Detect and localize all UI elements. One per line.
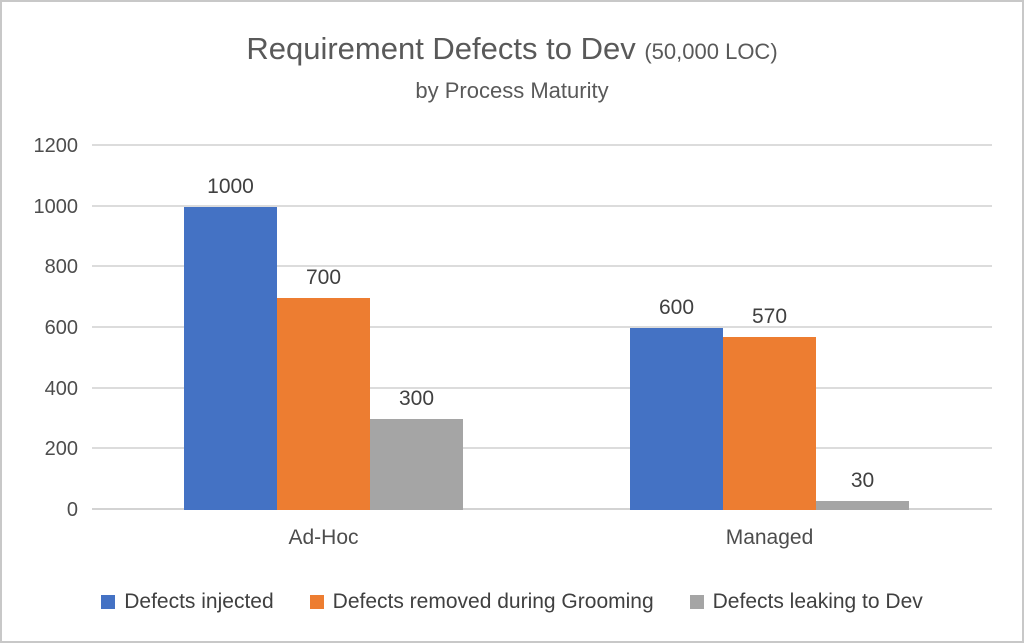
y-axis-tick-label: 1000 [33,195,79,218]
chart-header: Requirement Defects to Dev (50,000 LOC) … [2,30,1022,105]
gridline [92,204,992,207]
x-axis-line [92,508,992,510]
chart-title: Requirement Defects to Dev (50,000 LOC) [2,30,1022,71]
bar-slot: 700 [277,146,370,510]
legend-label: Defects injected [124,590,274,613]
legend-swatch-icon [309,595,324,609]
y-axis-tick-label: 0 [66,499,78,521]
legend-item: Defects injected [101,590,274,614]
y-axis-tick-label: 800 [44,256,78,279]
chart-subtitle: by Process Maturity [415,78,609,103]
y-axis-tick-label: 1200 [33,135,79,157]
bar-slot: 570 [723,146,816,510]
gridline [92,386,992,389]
legend: Defects injected Defects removed during G… [2,590,1022,614]
legend-label: Defects removed during Grooming [332,590,654,613]
gridline [92,447,992,450]
data-label: 600 [658,296,695,319]
bar-group-ad-hoc: 1000 700 300 Ad-Hoc [184,146,463,549]
plot-area: 1000 700 300 Ad-Hoc 600 570 30 Managed [92,144,992,549]
legend-label: Defects leaking to Dev [712,590,923,613]
bar-slot: 1000 [184,146,277,510]
y-axis-tick-label: 400 [44,377,78,400]
bar-slot: 300 [370,146,463,510]
bar [277,297,370,510]
bar-slot: 30 [816,146,909,510]
bar [184,206,277,510]
chart-title-main: Requirement Defects to Dev [246,31,636,66]
bar-slot: 600 [630,146,723,510]
gridline [92,144,992,146]
chart-title-suffix-text: (50,000 LOC) [644,39,778,64]
data-label: 700 [305,265,342,289]
data-label: 570 [751,305,788,329]
legend-item: Defects removed during Grooming [309,590,654,614]
legend-swatch-icon [689,595,704,609]
bar [723,337,816,510]
y-axis-tick-label: 600 [44,317,78,339]
data-label: 30 [850,468,875,492]
gridline [92,265,992,268]
legend-item: Defects leaking to Dev [689,590,923,614]
bar [370,419,463,510]
x-axis-category-label: Managed [725,526,814,549]
data-label: 1000 [207,174,254,198]
bar [816,500,909,510]
x-axis-category-label: Ad-Hoc [288,526,359,549]
y-axis-labels: 0 200 400 600 800 1000 1200 [2,2,79,641]
data-label: 300 [398,387,435,410]
bar-group-managed: 600 570 30 Managed [630,146,909,549]
legend-swatch-icon [101,595,116,609]
bar [630,328,723,510]
y-axis-tick-label: 200 [44,438,78,461]
gridline [92,326,992,328]
